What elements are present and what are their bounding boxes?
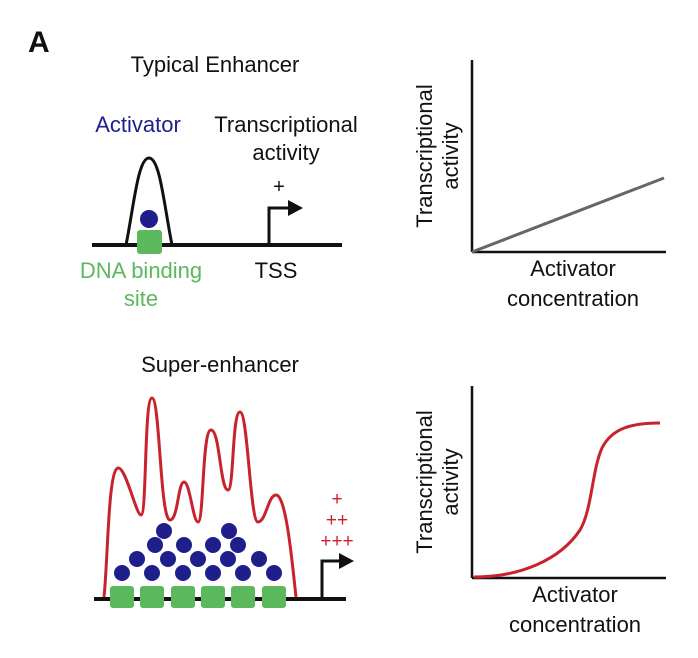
super-activator-dot bbox=[235, 565, 251, 581]
super-enhancer-peaks bbox=[102, 396, 298, 598]
sigmoid-response-plot: Transcriptional activity Activator conce… bbox=[412, 386, 666, 637]
top-plot-ylabel-line1: Transcriptional bbox=[412, 84, 437, 227]
super-activator-dot bbox=[230, 537, 246, 553]
super-binding-site bbox=[140, 586, 164, 608]
super-activator-cluster bbox=[114, 523, 282, 581]
typical-activator-label: Activator bbox=[95, 112, 181, 137]
top-plot-xlabel-line2: concentration bbox=[507, 286, 639, 311]
super-binding-site bbox=[171, 586, 195, 608]
super-plus-3: +++ bbox=[320, 531, 353, 552]
super-plus-1: + bbox=[331, 489, 342, 510]
super-activator-dot bbox=[176, 537, 192, 553]
top-plot-ylabel-line2: activity bbox=[438, 122, 463, 189]
super-enhancer-diagram: Super-enhancer bbox=[94, 352, 354, 608]
super-activator-dot bbox=[175, 565, 191, 581]
super-activator-dot bbox=[160, 551, 176, 567]
typical-binding-label-line1: DNA binding bbox=[80, 258, 202, 283]
typical-plus: + bbox=[273, 176, 285, 198]
super-binding-site bbox=[110, 586, 134, 608]
typical-enhancer-diagram: Typical Enhancer Activator Transcription… bbox=[80, 52, 358, 311]
super-activator-dot bbox=[156, 523, 172, 539]
super-activator-dot bbox=[205, 537, 221, 553]
bottom-plot-xlabel-line2: concentration bbox=[509, 612, 641, 637]
top-plot-xlabel-line1: Activator bbox=[530, 256, 616, 281]
bottom-plot-ylabel-line1: Transcriptional bbox=[412, 410, 437, 553]
linear-response-plot: Transcriptional activity Activator conce… bbox=[412, 60, 666, 311]
typical-tss-label: TSS bbox=[255, 258, 298, 283]
bottom-plot-ylabel-line2: activity bbox=[438, 448, 463, 515]
bottom-plot-sigmoid-curve bbox=[473, 421, 661, 579]
super-activator-dot bbox=[251, 551, 267, 567]
typical-enhancer-peak bbox=[124, 156, 174, 246]
typical-tss-arrowhead bbox=[288, 200, 303, 216]
super-activator-dot bbox=[221, 523, 237, 539]
super-activator-dot bbox=[144, 565, 160, 581]
super-tss-arrow bbox=[320, 559, 341, 599]
super-activator-dot bbox=[205, 565, 221, 581]
super-activator-dot bbox=[266, 565, 282, 581]
super-enhancer-title: Super-enhancer bbox=[141, 352, 299, 377]
super-activator-dot bbox=[114, 565, 130, 581]
super-binding-site bbox=[262, 586, 286, 608]
super-activator-dot bbox=[220, 551, 236, 567]
super-binding-site bbox=[231, 586, 255, 608]
typical-activator-dot bbox=[140, 210, 158, 228]
super-binding-sites bbox=[110, 586, 286, 608]
typical-tx-label-line1: Transcriptional bbox=[214, 112, 357, 137]
super-binding-site bbox=[201, 586, 225, 608]
super-activator-dot bbox=[190, 551, 206, 567]
typical-binding-label-line2: site bbox=[124, 286, 158, 311]
typical-tss-arrow bbox=[267, 206, 290, 245]
super-tss-arrowhead bbox=[339, 553, 354, 569]
typical-tx-label-line2: activity bbox=[252, 140, 319, 165]
super-activator-dot bbox=[129, 551, 145, 567]
typical-enhancer-title: Typical Enhancer bbox=[131, 52, 300, 77]
bottom-plot-xlabel-line1: Activator bbox=[532, 582, 618, 607]
super-plus-2: ++ bbox=[326, 510, 348, 531]
panel-label: A bbox=[28, 26, 50, 59]
typical-binding-site bbox=[137, 230, 162, 254]
top-plot-linear-curve bbox=[471, 176, 665, 254]
super-activator-dot bbox=[147, 537, 163, 553]
